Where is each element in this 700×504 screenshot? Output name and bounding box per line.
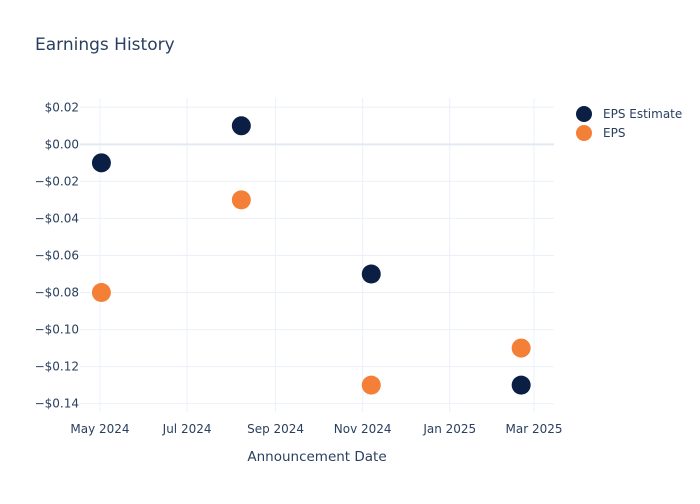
legend[interactable]: EPS Estimate EPS xyxy=(576,106,682,141)
legend-label[interactable]: EPS Estimate xyxy=(603,107,682,121)
y-tick-label: −$0.08 xyxy=(35,286,79,300)
legend-marker xyxy=(576,125,592,141)
axis-layer: May 2024 Jul 2024 Sep 2024 Nov 2024 Jan 2025… xyxy=(35,100,563,436)
y-tick-label: −$0.12 xyxy=(35,360,79,374)
eps-estimate-point[interactable] xyxy=(511,375,531,395)
y-tick-label: −$0.10 xyxy=(35,323,79,337)
y-tick-label: −$0.02 xyxy=(35,174,79,188)
x-tick-label: Sep 2024 xyxy=(247,422,304,436)
y-tick-label: −$0.04 xyxy=(35,211,79,225)
points-layer xyxy=(91,116,531,395)
x-axis-title: Announcement Date xyxy=(247,449,386,465)
chart-title: Earnings History xyxy=(35,35,175,55)
eps-estimate-point[interactable] xyxy=(361,264,381,284)
y-tick-label: $0.00 xyxy=(45,137,79,151)
y-tick-label: $0.02 xyxy=(45,100,79,114)
eps-point[interactable] xyxy=(511,338,531,358)
x-tick-label: May 2024 xyxy=(70,422,129,436)
grid-layer xyxy=(80,98,554,412)
eps-estimate-point[interactable] xyxy=(231,116,251,136)
x-tick-label: Jul 2024 xyxy=(162,422,212,436)
x-tick-label: Nov 2024 xyxy=(334,422,392,436)
eps-point[interactable] xyxy=(361,375,381,395)
eps-point[interactable] xyxy=(231,190,251,210)
eps-estimate-point[interactable] xyxy=(91,153,111,173)
x-tick-label: Mar 2025 xyxy=(506,422,563,436)
legend-marker xyxy=(576,106,592,122)
y-tick-label: −$0.06 xyxy=(35,248,79,262)
legend-label[interactable]: EPS xyxy=(603,126,625,140)
eps-point[interactable] xyxy=(91,283,111,303)
x-tick-label: Jan 2025 xyxy=(422,422,476,436)
y-tick-label: −$0.14 xyxy=(35,397,79,411)
